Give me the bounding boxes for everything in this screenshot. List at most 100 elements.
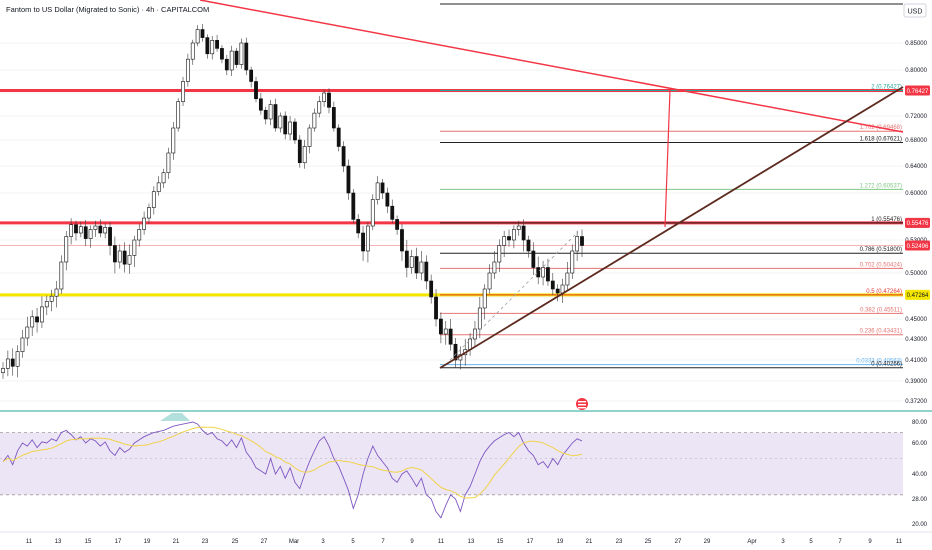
- price-badge-label: 0.52496: [907, 244, 929, 250]
- candle-body: [366, 225, 370, 252]
- candle-body: [370, 199, 375, 227]
- target-arrow-line: [664, 89, 671, 228]
- price-badge-1: 0.55476: [905, 217, 930, 228]
- candle-13: [64, 230, 69, 271]
- candle-body: [385, 192, 390, 207]
- candle-body: [132, 239, 137, 256]
- price-axis[interactable]: 0.850000.800000.760000.720000.680000.640…: [905, 0, 932, 410]
- candle-20: [98, 219, 103, 238]
- candle-body: [224, 58, 229, 71]
- currency-button[interactable]: USD: [908, 9, 923, 16]
- candle-44: [215, 34, 219, 52]
- fib-label-4: 1 (0.55476): [871, 217, 902, 223]
- candle-31: [151, 186, 156, 215]
- candle-116: [565, 262, 570, 290]
- price-tick-4: 0.68000: [905, 138, 927, 144]
- candle-68: [331, 101, 336, 132]
- candle-body: [400, 229, 404, 252]
- time-tick-6: 23: [202, 539, 209, 545]
- candle-body: [438, 318, 443, 335]
- candle-76: [370, 194, 375, 231]
- candle-body: [239, 42, 244, 65]
- time-tick-22: 27: [675, 539, 682, 545]
- candle-93: [453, 338, 458, 368]
- dashed-projection: [449, 231, 579, 361]
- candle-body: [234, 50, 239, 65]
- time-tick-15: 13: [468, 539, 475, 545]
- time-axis[interactable]: 11 13 15 17 19 21 23 25 27 Mar 3 5 7 9 11 13 15 17 19 21 23 2…: [0, 531, 932, 545]
- candle-body: [507, 236, 511, 241]
- candle-89: [434, 289, 438, 327]
- candle-body: [44, 301, 49, 308]
- candle-body: [468, 338, 472, 350]
- candle-body: [288, 121, 292, 135]
- candle-108: [526, 235, 531, 258]
- candle-23: [113, 236, 117, 274]
- candle-91: [443, 321, 448, 345]
- candle-113: [550, 273, 555, 295]
- time-tick-29: 11: [896, 539, 903, 545]
- candle-53: [258, 93, 263, 115]
- candle-body: [25, 326, 30, 339]
- candle-79: [385, 187, 390, 214]
- candle-15: [74, 220, 78, 241]
- candle-6: [30, 310, 35, 336]
- time-tick-9: Mar: [289, 539, 299, 545]
- time-tick-3: 17: [115, 539, 122, 545]
- time-tick-11: 5: [351, 539, 355, 545]
- candle-body: [54, 288, 59, 297]
- candle-body: [103, 227, 108, 234]
- candle-45: [220, 45, 224, 64]
- candle-55: [268, 99, 273, 126]
- candle-75: [366, 222, 370, 263]
- candle-58: [283, 111, 288, 140]
- candle-46: [224, 54, 229, 76]
- candle-5: [25, 316, 30, 346]
- candle-body: [346, 165, 351, 194]
- price-tick-6: 0.60000: [905, 191, 927, 197]
- rsi-pane[interactable]: 80.00 60.00 40.00 28.00 20.00: [0, 410, 932, 528]
- time-tick-28: 9: [868, 539, 872, 545]
- candle-body: [302, 146, 307, 164]
- candle-body: [448, 328, 453, 345]
- price-tick-9: 0.50000: [905, 271, 927, 277]
- price-tick-13: 0.41000: [905, 358, 927, 364]
- rsi-overbought-fill: [160, 413, 190, 421]
- candle-74: [361, 226, 365, 261]
- candle-17: [83, 220, 88, 247]
- rsi-band: [0, 432, 903, 495]
- price-badge-label: 0.76427: [907, 89, 929, 95]
- candle-body: [482, 288, 487, 309]
- flag-icon[interactable]: [576, 398, 588, 410]
- candle-104: [507, 229, 511, 247]
- candle-86: [419, 251, 424, 281]
- candle-body: [351, 192, 356, 220]
- candle-77: [375, 176, 380, 205]
- candle-body: [492, 261, 497, 274]
- candle-body: [424, 261, 429, 282]
- candle-107: [521, 219, 526, 252]
- candle-body: [395, 219, 400, 230]
- time-tick-4: 19: [144, 539, 151, 545]
- fib-label-9: 0.236 (0.43431): [860, 329, 902, 335]
- candle-body: [74, 224, 78, 234]
- rsi-line: [2, 421, 583, 519]
- candle-body: [147, 207, 151, 219]
- candle-body: [409, 256, 414, 268]
- fib-label-10: 0.0333 (0.40563): [856, 359, 902, 365]
- candle-body: [93, 225, 98, 230]
- candle-56: [273, 98, 278, 132]
- candle-body: [390, 205, 395, 220]
- candle-body: [190, 42, 195, 60]
- candle-60: [293, 118, 297, 144]
- time-tick-7: 25: [232, 539, 239, 545]
- candle-14: [69, 218, 74, 245]
- candle-106: [516, 220, 521, 236]
- candle-3: [15, 345, 20, 378]
- candle-body: [312, 112, 317, 129]
- candle-43: [210, 35, 215, 60]
- candle-body: [59, 261, 64, 290]
- candle-87: [424, 255, 429, 290]
